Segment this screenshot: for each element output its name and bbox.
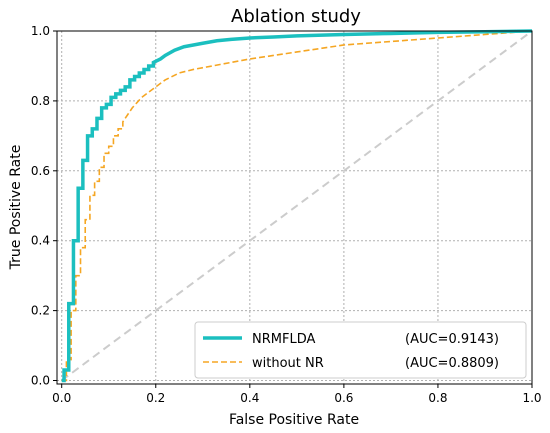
legend-box xyxy=(194,321,527,379)
series-line-without-nr xyxy=(61,30,533,382)
y-tick-label: 0.0 xyxy=(31,374,50,388)
plot-frame xyxy=(56,30,533,385)
y-tick-label: 0.8 xyxy=(31,94,50,108)
x-tick-label: 0.8 xyxy=(428,391,447,405)
chart-title: Ablation study xyxy=(231,6,361,27)
x-tick-label: 0.6 xyxy=(334,391,353,405)
x-axis-label: False Positive Rate xyxy=(229,412,359,428)
x-tick-label: 0.2 xyxy=(146,391,165,405)
x-tick-label: 0.4 xyxy=(240,391,259,405)
legend-auc-nrmflda: (AUC=0.9143) xyxy=(405,332,499,347)
y-tick-label: 1.0 xyxy=(31,24,50,38)
y-axis-label: True Positive Rate xyxy=(8,145,24,271)
legend-label-nrmflda: NRMFLDA xyxy=(252,332,315,347)
y-tick-label: 0.4 xyxy=(31,234,50,248)
legend: NRMFLDA (AUC=0.9143) without NR (AUC=0.8… xyxy=(194,321,527,379)
x-axis-ticks: 0.0 0.2 0.4 0.6 0.8 1.0 xyxy=(52,384,542,405)
y-axis-ticks: 0.0 0.2 0.4 0.6 0.8 1.0 xyxy=(31,24,57,388)
legend-auc-without-nr: (AUC=0.8809) xyxy=(405,356,499,371)
legend-label-without-nr: without NR xyxy=(252,356,324,371)
x-tick-label: 1.0 xyxy=(522,391,541,405)
y-tick-label: 0.6 xyxy=(31,164,50,178)
series-line-nrmflda xyxy=(61,29,533,383)
chance-diagonal xyxy=(61,30,533,382)
series-layer xyxy=(61,29,533,383)
x-tick-label: 0.0 xyxy=(52,391,71,405)
y-tick-label: 0.2 xyxy=(31,304,50,318)
